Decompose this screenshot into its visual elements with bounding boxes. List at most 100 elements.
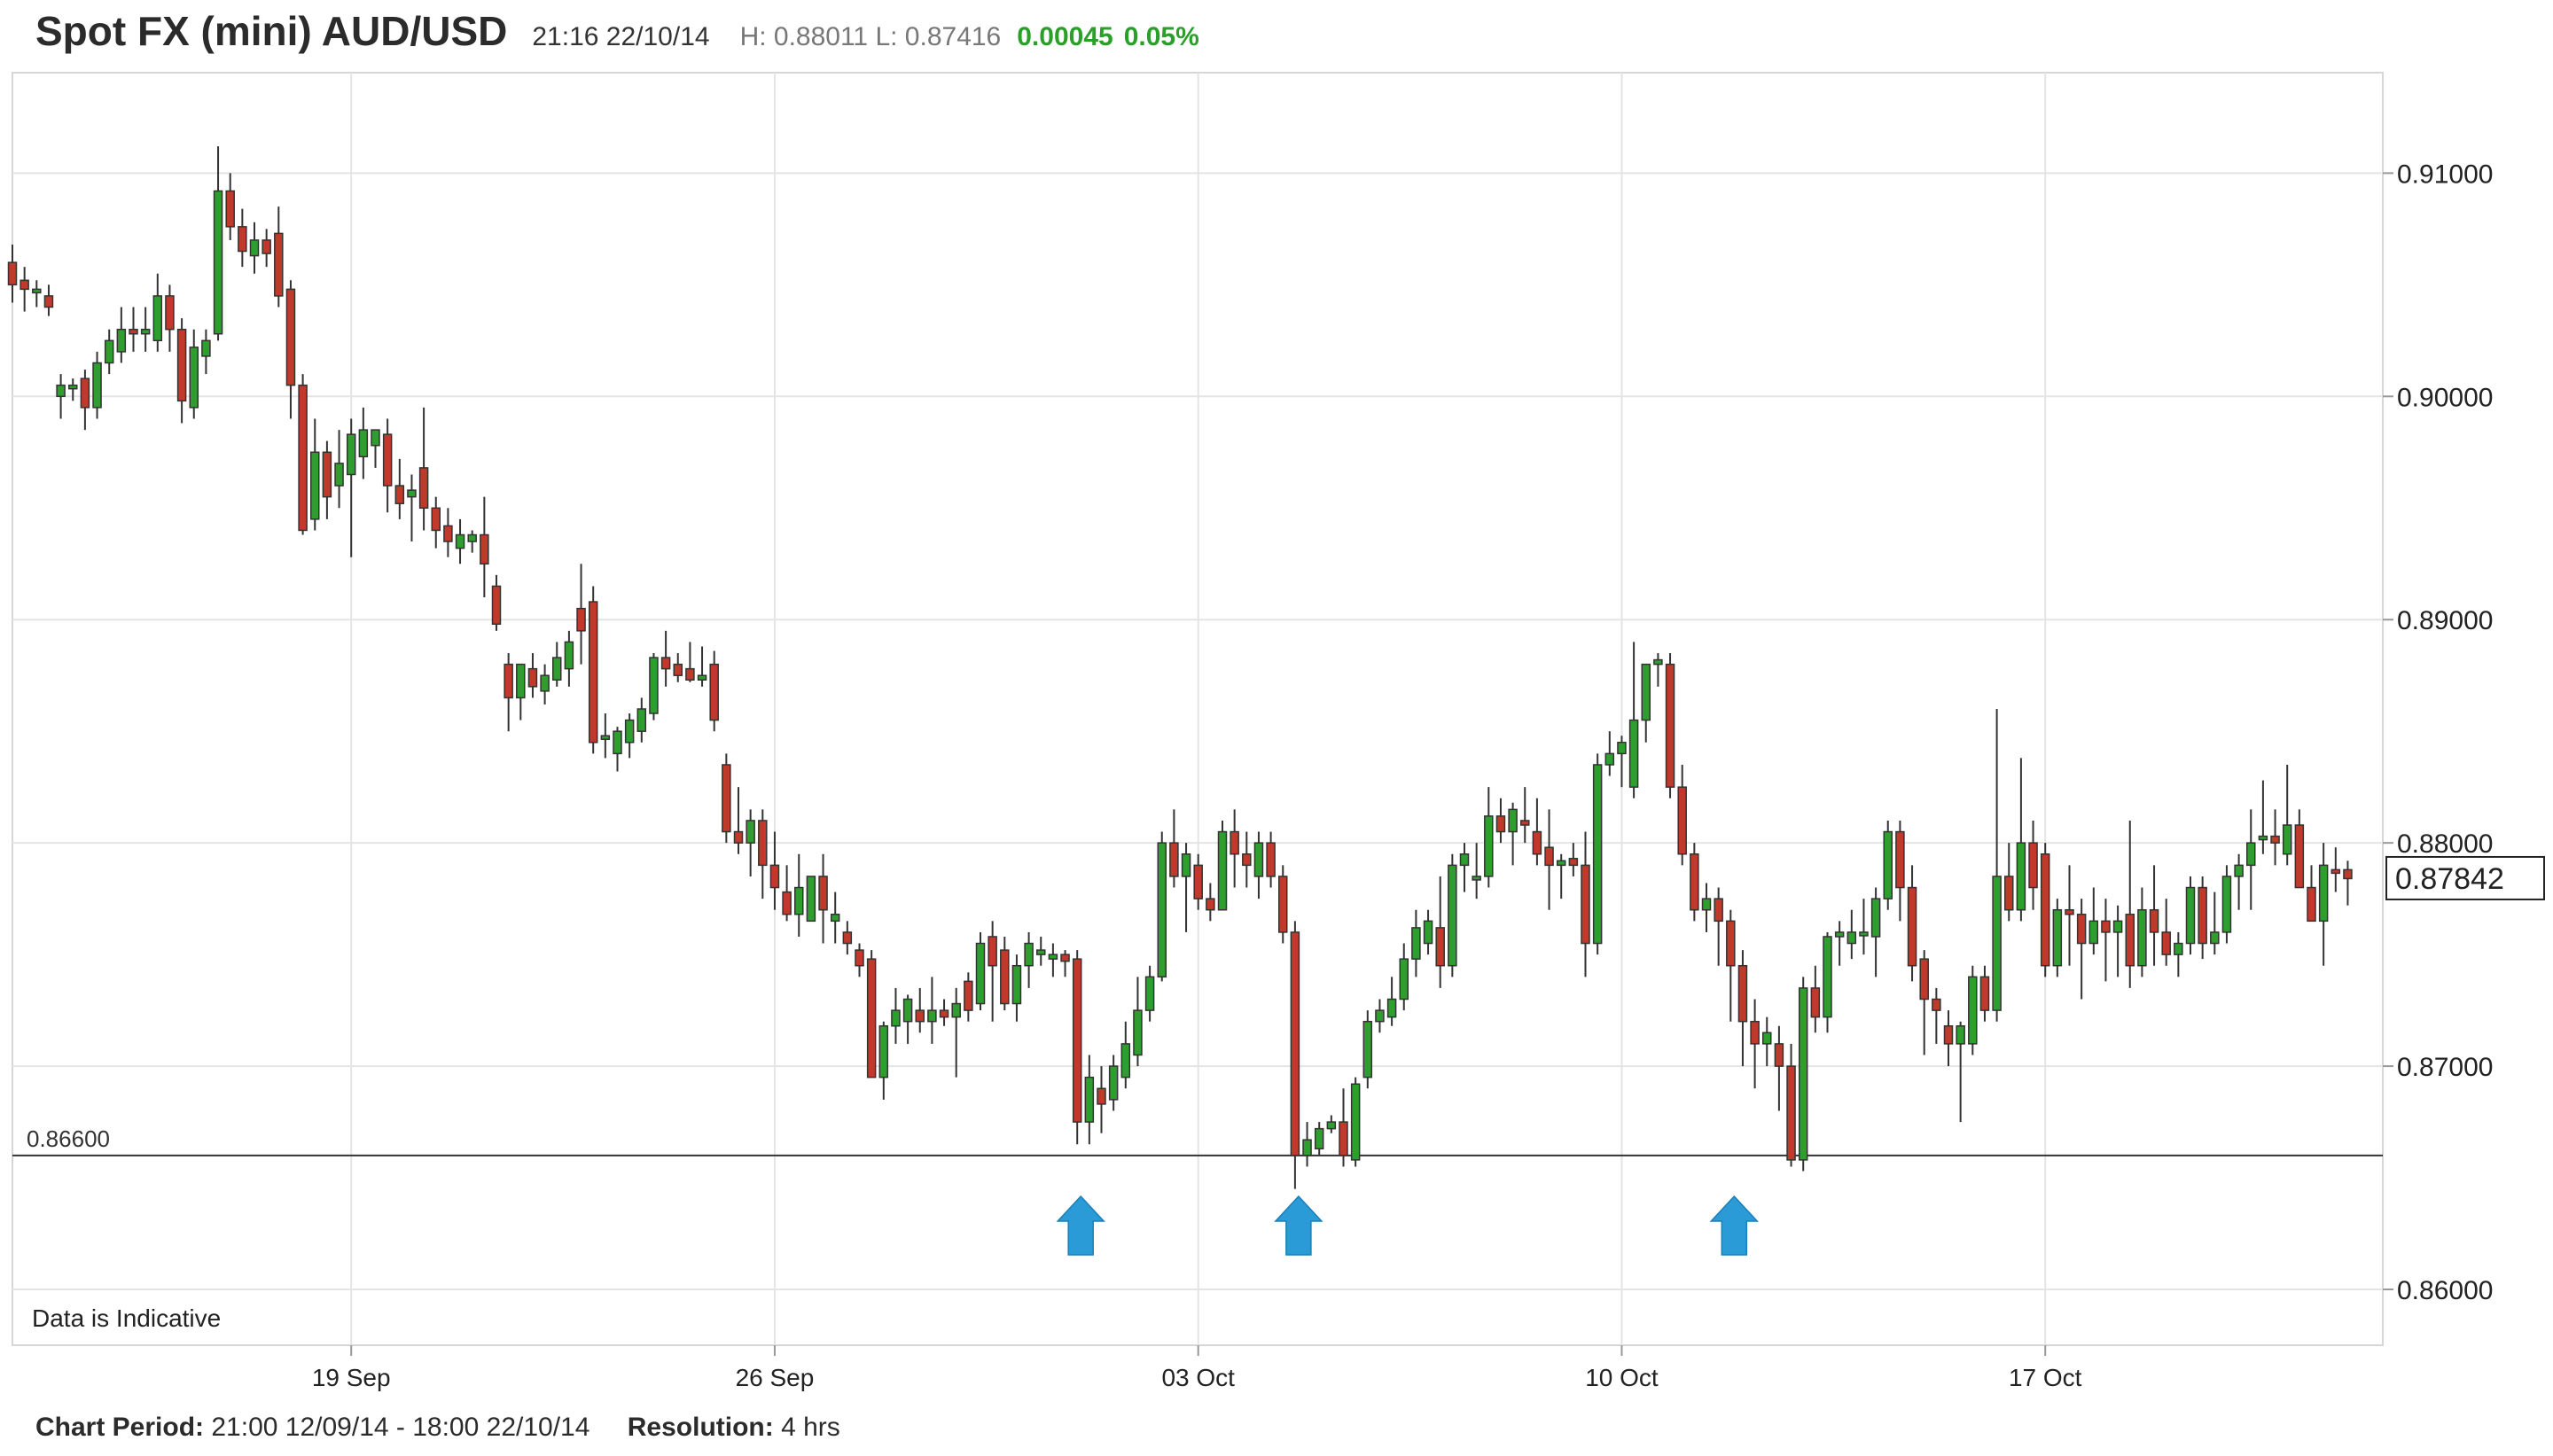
candle[interactable] bbox=[2161, 931, 2171, 955]
candle[interactable] bbox=[1386, 998, 1397, 1018]
candle[interactable] bbox=[2246, 842, 2256, 867]
candle[interactable] bbox=[1193, 864, 1203, 899]
candle[interactable] bbox=[975, 942, 986, 1005]
candle[interactable] bbox=[1097, 1087, 1106, 1105]
candle[interactable] bbox=[43, 295, 54, 308]
candle[interactable] bbox=[1423, 920, 1433, 945]
candle[interactable] bbox=[1870, 898, 1881, 938]
candle[interactable] bbox=[902, 998, 913, 1023]
candle[interactable] bbox=[1628, 719, 1639, 788]
candle[interactable] bbox=[1677, 786, 1687, 855]
candle[interactable] bbox=[2101, 920, 2111, 933]
candle[interactable] bbox=[2234, 864, 2244, 877]
candle[interactable] bbox=[2343, 868, 2353, 880]
candle[interactable] bbox=[855, 949, 864, 967]
candle[interactable] bbox=[2016, 842, 2026, 911]
candle[interactable] bbox=[346, 433, 356, 476]
candle[interactable] bbox=[564, 641, 574, 670]
candle[interactable] bbox=[176, 328, 187, 402]
candle[interactable] bbox=[1750, 1020, 1760, 1045]
candle[interactable] bbox=[382, 433, 393, 487]
candle[interactable] bbox=[915, 1009, 925, 1023]
candle[interactable] bbox=[1411, 927, 1421, 960]
candle[interactable] bbox=[1459, 853, 1470, 867]
candle[interactable] bbox=[516, 663, 526, 699]
candle[interactable] bbox=[806, 876, 816, 923]
candle[interactable] bbox=[407, 489, 417, 498]
candle[interactable] bbox=[1798, 987, 1808, 1161]
candle[interactable] bbox=[1737, 964, 1748, 1023]
candle[interactable] bbox=[1568, 858, 1579, 867]
candle[interactable] bbox=[818, 876, 828, 911]
candle[interactable] bbox=[1084, 1076, 1095, 1123]
candle[interactable] bbox=[758, 820, 768, 867]
candle[interactable] bbox=[213, 190, 223, 335]
candle[interactable] bbox=[660, 657, 671, 670]
candle[interactable] bbox=[1774, 1043, 1784, 1067]
candle[interactable] bbox=[624, 719, 635, 744]
candle[interactable] bbox=[455, 533, 465, 549]
candle[interactable] bbox=[201, 339, 211, 357]
candle[interactable] bbox=[1895, 830, 1905, 889]
candle[interactable] bbox=[673, 663, 683, 676]
candle[interactable] bbox=[1520, 820, 1530, 826]
candle[interactable] bbox=[116, 328, 127, 353]
candle[interactable] bbox=[1060, 954, 1070, 962]
candle[interactable] bbox=[769, 864, 780, 889]
candle[interactable] bbox=[1846, 931, 1857, 945]
candle[interactable] bbox=[1278, 876, 1288, 933]
candle[interactable] bbox=[1048, 954, 1058, 960]
candle[interactable] bbox=[68, 384, 78, 390]
candle[interactable] bbox=[1701, 898, 1712, 911]
candle[interactable] bbox=[613, 730, 622, 755]
candle[interactable] bbox=[443, 525, 453, 542]
candle[interactable] bbox=[2282, 824, 2292, 855]
candle[interactable] bbox=[1157, 842, 1167, 978]
candle[interactable] bbox=[722, 764, 731, 833]
candle[interactable] bbox=[1435, 927, 1445, 967]
candle[interactable] bbox=[588, 601, 598, 744]
candle[interactable] bbox=[1690, 853, 1699, 911]
candle[interactable] bbox=[1266, 842, 1276, 877]
candle[interactable] bbox=[2318, 864, 2329, 923]
candle[interactable] bbox=[165, 295, 175, 331]
candle[interactable] bbox=[1532, 830, 1542, 855]
candle[interactable] bbox=[1495, 815, 1506, 833]
candle[interactable] bbox=[527, 667, 538, 688]
candle[interactable] bbox=[225, 190, 235, 228]
candle[interactable] bbox=[2149, 908, 2159, 933]
candle[interactable] bbox=[2174, 942, 2183, 955]
candle[interactable] bbox=[2258, 835, 2268, 841]
candle[interactable] bbox=[2125, 914, 2135, 967]
candle[interactable] bbox=[1617, 742, 1627, 755]
candle[interactable] bbox=[140, 328, 151, 335]
candle[interactable] bbox=[1859, 931, 1869, 937]
candle[interactable] bbox=[1144, 976, 1155, 1011]
candle[interactable] bbox=[1314, 1127, 1324, 1150]
candle[interactable] bbox=[238, 226, 247, 253]
candle[interactable] bbox=[1979, 976, 1990, 1011]
candle[interactable] bbox=[1350, 1083, 1361, 1161]
candle[interactable] bbox=[964, 980, 973, 1011]
candle[interactable] bbox=[988, 936, 997, 967]
candle[interactable] bbox=[1762, 1032, 1772, 1045]
candle[interactable] bbox=[2040, 853, 2050, 967]
candle[interactable] bbox=[1206, 898, 1215, 911]
candle[interactable] bbox=[746, 820, 755, 844]
candle[interactable] bbox=[576, 607, 586, 632]
candle[interactable] bbox=[1375, 1009, 1385, 1023]
candle[interactable] bbox=[2137, 908, 2147, 967]
candle[interactable] bbox=[709, 663, 719, 721]
candle[interactable] bbox=[1992, 876, 2002, 1011]
candle[interactable] bbox=[2294, 824, 2305, 889]
candle[interactable] bbox=[274, 232, 284, 297]
candle[interactable] bbox=[32, 288, 42, 294]
candle[interactable] bbox=[92, 362, 102, 409]
candle[interactable] bbox=[830, 914, 840, 923]
candle[interactable] bbox=[794, 886, 804, 915]
candle[interactable] bbox=[1544, 846, 1554, 867]
candle[interactable] bbox=[1011, 964, 1022, 1005]
candle[interactable] bbox=[2307, 886, 2316, 923]
candle[interactable] bbox=[298, 384, 308, 532]
candle[interactable] bbox=[733, 830, 744, 844]
